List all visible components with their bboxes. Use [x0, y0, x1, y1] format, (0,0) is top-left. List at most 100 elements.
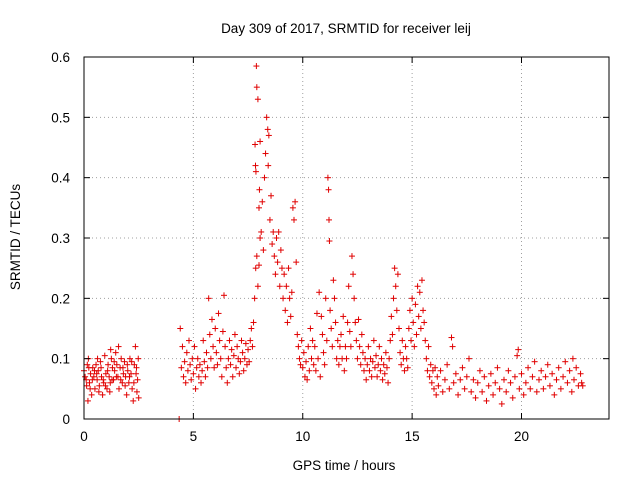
data-point [441, 376, 448, 383]
data-point [263, 114, 270, 121]
data-point [304, 376, 311, 383]
data-point [213, 349, 220, 356]
data-point [230, 352, 237, 359]
data-point [381, 370, 388, 377]
data-point [130, 379, 137, 386]
data-point [424, 367, 431, 374]
data-point [359, 349, 366, 356]
data-point [421, 319, 428, 326]
data-point [294, 331, 301, 338]
data-point [135, 394, 142, 401]
data-point [373, 352, 380, 359]
data-point [330, 277, 337, 284]
data-point [564, 379, 571, 386]
data-point [459, 364, 466, 371]
data-point [444, 361, 451, 368]
data-point [485, 382, 492, 389]
data-point [276, 283, 283, 290]
data-point [305, 343, 312, 350]
data-point [406, 307, 413, 314]
data-point [346, 328, 353, 335]
data-point [207, 355, 214, 362]
data-point [417, 325, 424, 332]
data-point [277, 247, 284, 254]
data-point [579, 382, 586, 389]
data-point [116, 385, 122, 392]
data-point [268, 192, 275, 199]
y-tick-label: 0.6 [51, 50, 70, 65]
data-point [253, 84, 260, 91]
data-point [402, 343, 409, 350]
data-point [95, 388, 102, 395]
data-point [134, 376, 141, 383]
data-point [376, 343, 383, 350]
data-point [307, 325, 314, 332]
data-point [399, 337, 406, 344]
data-point [439, 388, 446, 395]
data-point [348, 253, 355, 260]
data-point [368, 373, 375, 380]
data-point [298, 337, 305, 344]
data-point [201, 358, 208, 365]
data-point [284, 319, 291, 326]
data-point [119, 364, 126, 371]
data-point [324, 174, 331, 181]
data-point [106, 373, 113, 380]
data-point [516, 385, 523, 392]
data-point [111, 367, 118, 374]
data-point [492, 379, 499, 386]
data-point [257, 235, 264, 241]
data-point [221, 292, 227, 299]
data-point [133, 364, 140, 371]
data-point [371, 364, 378, 371]
data-point [390, 295, 397, 302]
data-point [91, 367, 98, 374]
data-point [358, 331, 365, 338]
data-point [317, 373, 324, 380]
data-point [333, 355, 340, 362]
data-point [398, 361, 405, 368]
data-point [238, 337, 245, 344]
data-point [342, 343, 349, 350]
data-point [375, 361, 382, 368]
data-point [287, 313, 294, 320]
data-point [501, 376, 507, 383]
data-point [341, 367, 348, 374]
data-point [389, 331, 396, 338]
x-axis-label: GPS time / hours [293, 458, 396, 473]
data-point [297, 361, 304, 368]
data-point [351, 295, 358, 302]
data-point [405, 325, 412, 332]
data-point [326, 238, 333, 245]
data-point [432, 364, 439, 371]
data-point [240, 367, 247, 374]
data-point [261, 174, 268, 181]
data-point [409, 295, 416, 302]
data-point [378, 355, 385, 362]
data-point [382, 349, 389, 356]
data-point [256, 204, 262, 211]
data-point [260, 247, 267, 254]
x-tick-label: 10 [295, 429, 310, 444]
data-point [334, 337, 341, 344]
data-point [253, 253, 260, 260]
data-point [109, 376, 115, 383]
data-point [252, 162, 259, 169]
data-point [272, 271, 279, 278]
data-point [393, 307, 400, 314]
data-point [391, 265, 398, 272]
data-point [98, 364, 105, 371]
data-point [265, 162, 272, 169]
data-point [416, 289, 423, 296]
data-point [273, 235, 280, 241]
data-point [126, 355, 133, 362]
data-point [89, 376, 96, 383]
data-point [490, 391, 497, 398]
data-point [533, 388, 540, 395]
data-point [210, 343, 217, 350]
data-point [125, 379, 132, 386]
data-point [357, 361, 364, 368]
data-point [325, 186, 332, 193]
data-point [487, 370, 494, 377]
data-point [132, 343, 139, 350]
